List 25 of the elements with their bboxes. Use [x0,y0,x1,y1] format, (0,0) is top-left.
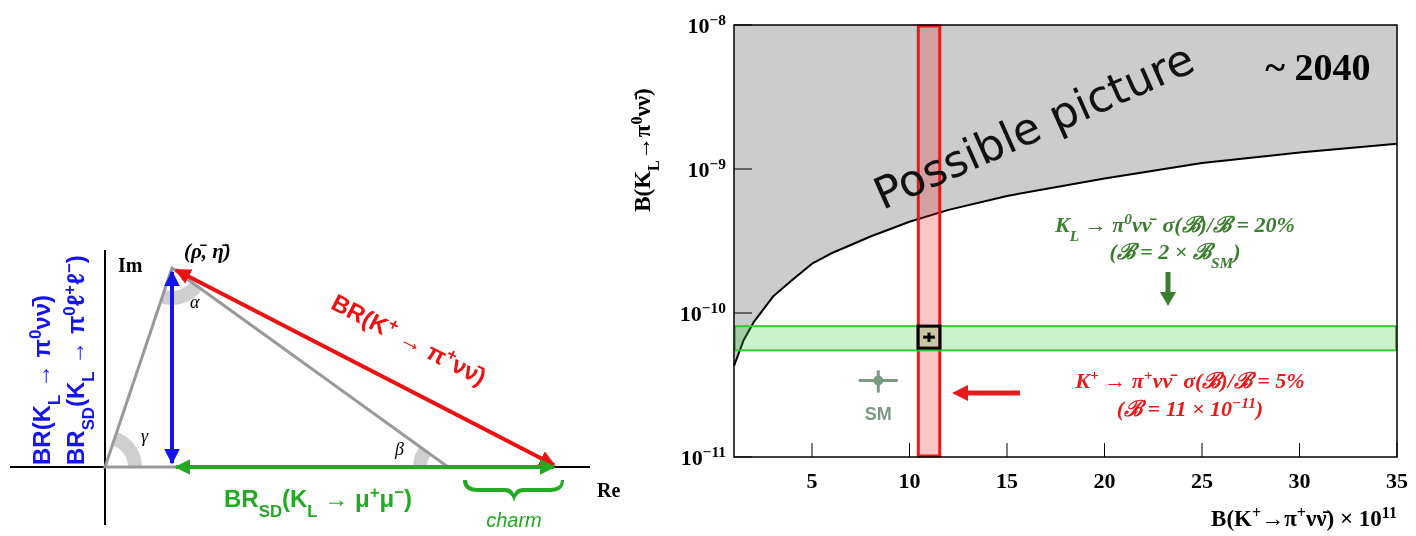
x-tick-label: 35 [1386,468,1408,493]
y-tick-label: 10$^{−11}$ [680,442,726,470]
annotation: (ℬ = 2 × ℬ$_{SM}$) [1109,239,1241,271]
text: BR$_{SD}$(K$_{L}$ → μ$^{+}$μ$^{−}$) [224,482,412,521]
text: Im [118,254,143,276]
text: β [394,439,404,459]
x-tick-label: 25 [1191,468,1213,493]
annotation: (ℬ = 11 × 10$^{−11}$) [1116,393,1264,421]
text: (ρ̄, η̄) [184,239,231,263]
y-tick-label: 10$^{−8}$ [687,10,727,38]
x-tick-label: 5 [806,468,818,493]
text: charm [486,509,542,531]
text: α [190,292,200,312]
text: γ [141,426,149,446]
text: Re [597,479,621,501]
y-tick-label: 10$^{−9}$ [687,154,727,182]
x-tick-label: 10 [898,468,921,493]
series-label: SM [864,404,892,425]
x-axis-title: B(K$^{+}$→π$^{+}$νν̄) × 10$^{11}$ [1211,503,1397,531]
x-tick-label: 15 [996,468,1018,493]
x-tick-label: 20 [1093,468,1116,493]
x-tick-label: 30 [1288,468,1311,493]
annotation: ~ 2040 [1265,46,1371,88]
y-tick-label: 10$^{−10}$ [679,298,727,326]
annotation: K$^{+}$ → π$^{+}$νν̄ σ(ℬ)/ℬ = 5% [1074,365,1305,393]
